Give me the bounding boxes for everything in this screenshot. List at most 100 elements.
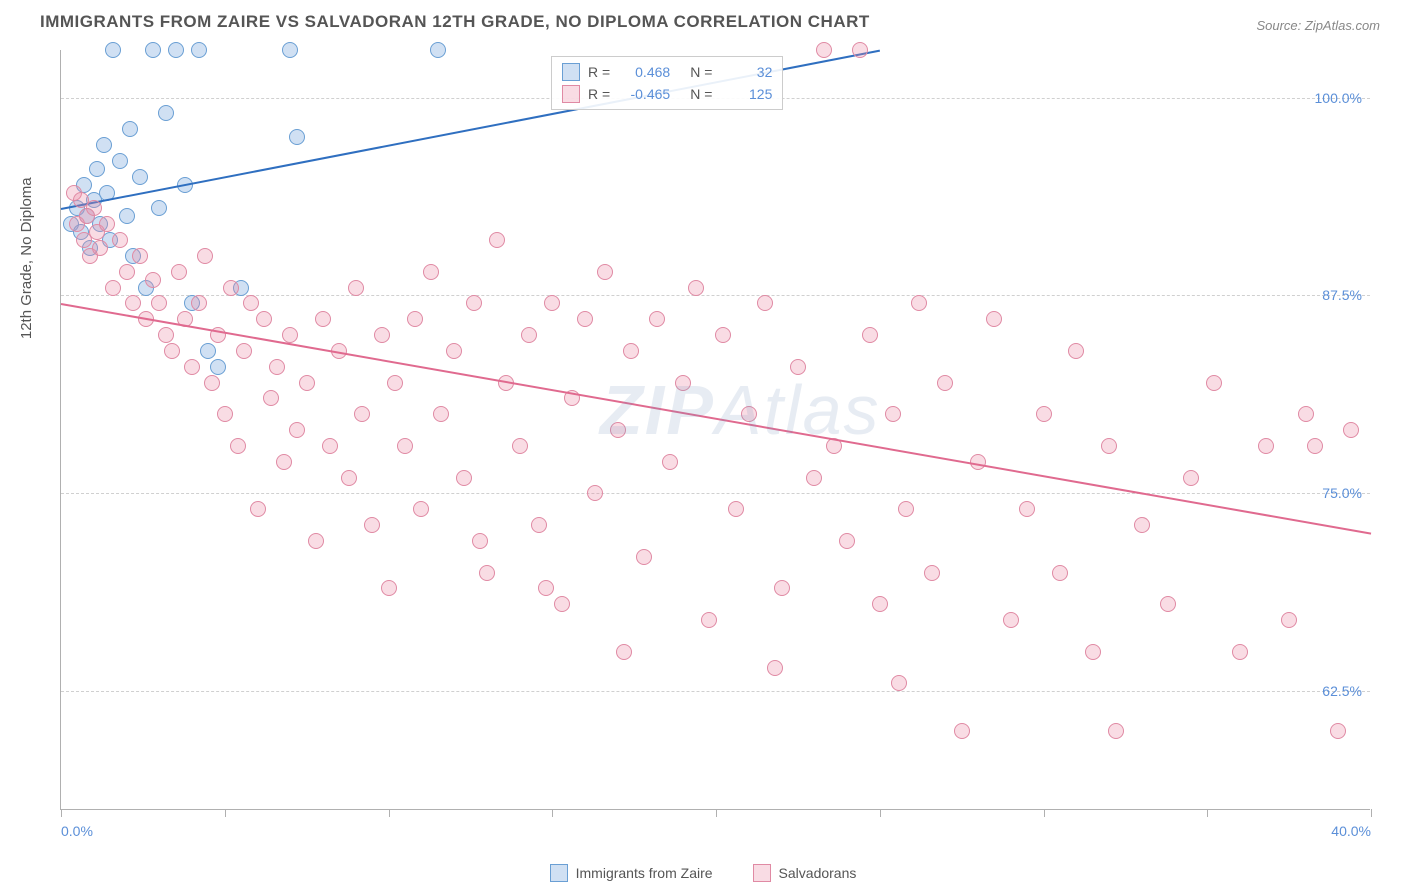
scatter-point bbox=[354, 406, 370, 422]
scatter-point bbox=[741, 406, 757, 422]
legend-swatch bbox=[562, 63, 580, 81]
scatter-point bbox=[924, 565, 940, 581]
scatter-point bbox=[790, 359, 806, 375]
scatter-point bbox=[1068, 343, 1084, 359]
scatter-point bbox=[1183, 470, 1199, 486]
y-tick-label: 100.0% bbox=[1315, 90, 1362, 106]
chart-plot-area: 62.5%75.0%87.5%100.0%0.0%40.0%R =0.468N … bbox=[60, 50, 1370, 810]
scatter-point bbox=[954, 723, 970, 739]
scatter-point bbox=[512, 438, 528, 454]
scatter-point bbox=[767, 660, 783, 676]
scatter-point bbox=[276, 454, 292, 470]
scatter-point bbox=[1019, 501, 1035, 517]
scatter-point bbox=[688, 280, 704, 296]
bottom-legend-item: Immigrants from Zaire bbox=[550, 864, 713, 882]
scatter-point bbox=[119, 264, 135, 280]
scatter-point bbox=[587, 485, 603, 501]
scatter-point bbox=[96, 137, 112, 153]
x-tick bbox=[1207, 809, 1208, 817]
scatter-point bbox=[1258, 438, 1274, 454]
scatter-point bbox=[217, 406, 233, 422]
scatter-point bbox=[472, 533, 488, 549]
legend-swatch bbox=[550, 864, 568, 882]
scatter-point bbox=[728, 501, 744, 517]
gridline-h bbox=[61, 295, 1370, 296]
scatter-point bbox=[538, 580, 554, 596]
scatter-point bbox=[701, 612, 717, 628]
y-tick-label: 75.0% bbox=[1322, 485, 1362, 501]
scatter-point bbox=[230, 438, 246, 454]
scatter-point bbox=[250, 501, 266, 517]
scatter-point bbox=[256, 311, 272, 327]
legend-r-label: R = bbox=[588, 86, 610, 102]
y-tick-label: 62.5% bbox=[1322, 683, 1362, 699]
scatter-point bbox=[1232, 644, 1248, 660]
scatter-point bbox=[387, 375, 403, 391]
scatter-point bbox=[1003, 612, 1019, 628]
scatter-point bbox=[446, 343, 462, 359]
scatter-point bbox=[636, 549, 652, 565]
scatter-point bbox=[531, 517, 547, 533]
scatter-point bbox=[937, 375, 953, 391]
scatter-point bbox=[806, 470, 822, 486]
x-tick bbox=[552, 809, 553, 817]
scatter-point bbox=[616, 644, 632, 660]
legend-r-value: -0.465 bbox=[618, 86, 670, 102]
scatter-point bbox=[466, 295, 482, 311]
scatter-point bbox=[364, 517, 380, 533]
x-tick bbox=[880, 809, 881, 817]
gridline-h bbox=[61, 691, 1370, 692]
scatter-point bbox=[1281, 612, 1297, 628]
scatter-point bbox=[774, 580, 790, 596]
y-axis-label: 12th Grade, No Diploma bbox=[18, 177, 35, 339]
scatter-point bbox=[191, 42, 207, 58]
x-tick bbox=[389, 809, 390, 817]
legend-label: Salvadorans bbox=[779, 865, 857, 881]
scatter-point bbox=[1101, 438, 1117, 454]
scatter-point bbox=[489, 232, 505, 248]
scatter-point bbox=[191, 295, 207, 311]
scatter-point bbox=[456, 470, 472, 486]
scatter-point bbox=[885, 406, 901, 422]
scatter-point bbox=[413, 501, 429, 517]
scatter-point bbox=[168, 42, 184, 58]
scatter-point bbox=[898, 501, 914, 517]
scatter-point bbox=[112, 153, 128, 169]
scatter-point bbox=[407, 311, 423, 327]
scatter-point bbox=[1307, 438, 1323, 454]
scatter-point bbox=[433, 406, 449, 422]
scatter-point bbox=[623, 343, 639, 359]
scatter-point bbox=[158, 105, 174, 121]
scatter-point bbox=[282, 327, 298, 343]
scatter-point bbox=[649, 311, 665, 327]
x-tick-label: 40.0% bbox=[1331, 823, 1371, 839]
scatter-point bbox=[1052, 565, 1068, 581]
legend-n-label: N = bbox=[690, 86, 712, 102]
scatter-point bbox=[970, 454, 986, 470]
scatter-point bbox=[911, 295, 927, 311]
legend-label: Immigrants from Zaire bbox=[576, 865, 713, 881]
chart-title: IMMIGRANTS FROM ZAIRE VS SALVADORAN 12TH… bbox=[40, 12, 870, 32]
legend-row: R =-0.465N =125 bbox=[562, 83, 772, 105]
scatter-point bbox=[872, 596, 888, 612]
legend-swatch bbox=[753, 864, 771, 882]
x-tick bbox=[61, 809, 62, 817]
scatter-point bbox=[99, 216, 115, 232]
scatter-point bbox=[92, 240, 108, 256]
scatter-point bbox=[675, 375, 691, 391]
scatter-point bbox=[210, 359, 226, 375]
scatter-point bbox=[322, 438, 338, 454]
legend-r-value: 0.468 bbox=[618, 64, 670, 80]
scatter-point bbox=[289, 422, 305, 438]
scatter-point bbox=[1330, 723, 1346, 739]
scatter-point bbox=[164, 343, 180, 359]
scatter-point bbox=[151, 295, 167, 311]
scatter-point bbox=[86, 200, 102, 216]
scatter-point bbox=[269, 359, 285, 375]
x-tick bbox=[716, 809, 717, 817]
scatter-point bbox=[299, 375, 315, 391]
legend-row: R =0.468N =32 bbox=[562, 61, 772, 83]
scatter-point bbox=[1108, 723, 1124, 739]
scatter-point bbox=[263, 390, 279, 406]
scatter-point bbox=[105, 42, 121, 58]
